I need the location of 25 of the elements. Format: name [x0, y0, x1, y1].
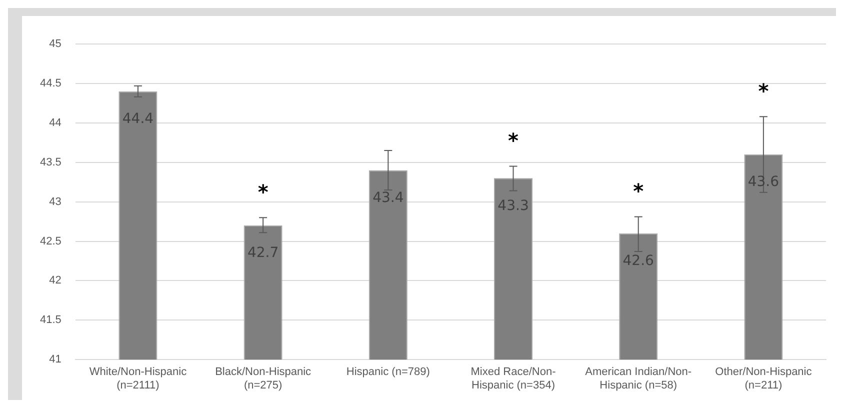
x-tick-label: Other/Non-Hispanic (n=211)	[715, 366, 812, 392]
y-tick-label: 45	[49, 38, 62, 50]
y-tick-label: 41	[49, 354, 62, 366]
y-tick-label: 44	[49, 116, 62, 129]
x-tick-label: American Indian/Non- Hispanic (n=58)	[585, 366, 692, 392]
annotation: *	[508, 128, 520, 152]
data-label: 42.7	[247, 245, 279, 262]
annotation: *	[633, 178, 644, 203]
x-tick-label: Black/Non-Hispanic (n=275)	[215, 366, 312, 392]
data-label: 43.6	[748, 174, 780, 190]
x-tick-label: White/Non-Hispanic (n=2111)	[89, 366, 188, 392]
y-tick-label: 43.5	[40, 156, 62, 168]
data-label: 44.4	[122, 110, 154, 127]
annotation: *	[758, 78, 770, 103]
annotation: *	[258, 180, 269, 204]
x-tick-label: Hispanic (n=789)	[346, 366, 430, 378]
data-label: 43.3	[498, 198, 529, 214]
y-tick-label: 42.5	[40, 235, 62, 248]
data-label: 43.4	[372, 190, 404, 206]
y-tick-label: 44.5	[40, 77, 62, 90]
y-tick-label: 42	[49, 274, 62, 287]
y-tick-label: 41.5	[40, 314, 62, 326]
x-tick-label: Mixed Race/Non- Hispanic (n=354)	[470, 366, 556, 392]
y-tick-label: 43	[49, 196, 62, 208]
data-label: 42.6	[622, 253, 654, 269]
